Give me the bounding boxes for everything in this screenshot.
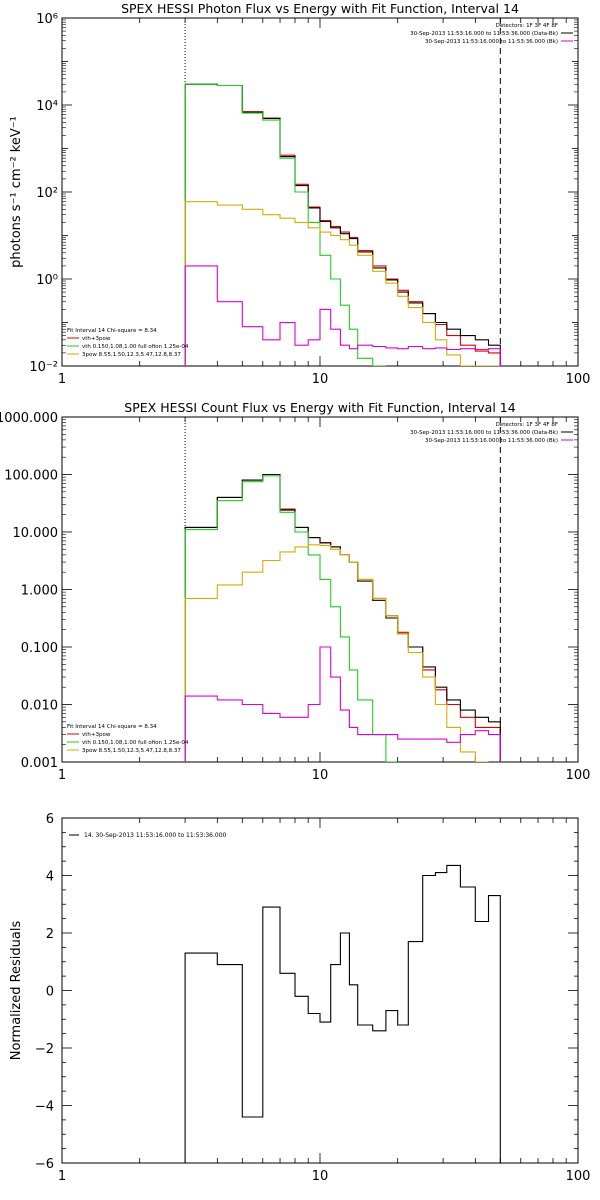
data-series-group bbox=[184, 83, 501, 366]
series-line-0 bbox=[184, 473, 501, 762]
y-tick-label: 0.010 bbox=[21, 699, 58, 714]
x-tick-label: 10 bbox=[312, 372, 329, 387]
y-tick-label: 10.000 bbox=[13, 526, 59, 541]
x-tick-label: 1 bbox=[58, 768, 66, 783]
chart-panel-count: 1 10 100 0.001 0.010 0.100 1.000 10.000 100.000 1… bbox=[0, 400, 590, 783]
series-line-4 bbox=[184, 265, 501, 366]
x-tick-label: 100 bbox=[566, 1169, 591, 1184]
y-tick-label: 1.000 bbox=[21, 584, 58, 599]
series-line-1 bbox=[184, 473, 501, 762]
y-tick-label: −2 bbox=[35, 1042, 54, 1057]
x-tick-label: 10 bbox=[312, 1169, 329, 1184]
y-tick-label: 1000.000 bbox=[0, 411, 58, 426]
x-tick-label: 100 bbox=[566, 372, 591, 387]
y-tick-label: 0 bbox=[46, 985, 54, 1000]
series-line-2 bbox=[184, 83, 386, 366]
header-text: 30-Sep-2013 11:53:16.000 to 11:53:36.000… bbox=[410, 31, 558, 37]
data-series-group bbox=[184, 473, 501, 762]
y-tick-label: 4 bbox=[46, 870, 54, 885]
legend-entry: vth 0.150,1.08,1.00 full ofion 1.25e-04 bbox=[82, 344, 189, 350]
header-text: 30-Sep-2013 11:53:16.000 to 11:53:36.000… bbox=[425, 39, 558, 45]
legend-entry: vth 0.150,1.08,1.00 full ofion 1.25e-04 bbox=[82, 740, 189, 746]
series-line-1 bbox=[184, 83, 501, 366]
y-tick-label: −6 bbox=[35, 1157, 54, 1172]
y-tick-label: 2 bbox=[46, 927, 54, 942]
legend-entry: vth+3pow bbox=[82, 732, 111, 738]
header-text: Detectors: 1F 3F 4F 8F bbox=[496, 23, 558, 29]
y-tick-label: 10⁶ bbox=[36, 12, 58, 27]
legend-entry: 3pow 8.55,1.50,12.3,5.47,12.8,8.37 bbox=[82, 352, 181, 358]
chart-panel-photon: 1 10 100 10⁻² 10⁰ 10² 10⁴ 10⁶ SPEX HESSI Photon … bbox=[9, 1, 590, 387]
legend-entry: 14. 30-Sep-2013 11:53:16.000 to 11:53:36… bbox=[84, 832, 227, 839]
data-series-group bbox=[184, 864, 501, 1163]
chart-panel-residuals: 1 10 100 −6 −4 −2 0 2 4 6 Normalized Residuals 14. … bbox=[9, 812, 590, 1184]
series-line-0 bbox=[184, 864, 501, 1163]
y-tick-label: 0.001 bbox=[21, 756, 58, 771]
header-text: Detectors: 1F 3F 4F 8F bbox=[496, 422, 558, 428]
y-tick-label: 6 bbox=[46, 812, 54, 827]
x-tick-label: 10 bbox=[312, 768, 329, 783]
y-tick-label: −4 bbox=[35, 1100, 54, 1115]
y-tick-label: 0.100 bbox=[21, 641, 58, 656]
legend-entry: 3pow 8.55,1.50,12.3,5.47,12.8,8.37 bbox=[82, 748, 181, 754]
y-tick-label: 10⁰ bbox=[36, 273, 58, 288]
series-line-4 bbox=[184, 646, 501, 762]
legend-entry: vth+3pow bbox=[82, 336, 111, 342]
y-tick-label: 10⁴ bbox=[36, 99, 58, 114]
series-line-3 bbox=[184, 544, 489, 762]
x-tick-label: 1 bbox=[58, 372, 66, 387]
x-tick-label: 1 bbox=[58, 1169, 66, 1184]
y-tick-label: 10⁻² bbox=[29, 360, 58, 375]
legend-entry: Fit Interval 14 Chi-square = 8.34 bbox=[67, 724, 157, 730]
series-line-0 bbox=[184, 83, 501, 366]
series-line-3 bbox=[184, 201, 501, 366]
y-axis-label: photons s⁻¹ cm⁻² keV⁻¹ bbox=[9, 116, 24, 268]
y-tick-label: 10² bbox=[36, 186, 58, 201]
chart-title: SPEX HESSI Count Flux vs Energy with Fit… bbox=[124, 400, 515, 415]
x-tick-label: 100 bbox=[566, 768, 591, 783]
series-line-2 bbox=[184, 475, 398, 762]
chart-title: SPEX HESSI Photon Flux vs Energy with Fi… bbox=[121, 1, 519, 16]
y-axis-label: Normalized Residuals bbox=[9, 921, 24, 1061]
header-text: 30-Sep-2013 11:53:16.000 to 11:53:36.000… bbox=[425, 438, 558, 444]
y-tick-label: 100.000 bbox=[4, 469, 58, 484]
header-text: 30-Sep-2013 11:53:16.000 to 11:53:36.000… bbox=[410, 430, 558, 436]
legend-entry: Fit Interval 14 Chi-square = 8.34 bbox=[67, 328, 157, 334]
